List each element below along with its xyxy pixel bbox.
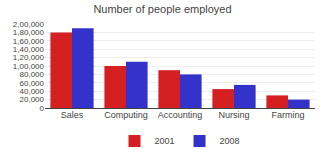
svg-text:40,000: 40,000 — [20, 87, 45, 96]
svg-text:Number of people employed: Number of people employed — [93, 3, 231, 15]
svg-text:Nursing: Nursing — [218, 110, 249, 120]
svg-text:Farming: Farming — [271, 110, 304, 120]
svg-text:0: 0 — [40, 104, 45, 113]
svg-text:80,000: 80,000 — [20, 70, 45, 79]
svg-text:1,20,000: 1,20,000 — [13, 53, 45, 62]
svg-text:2,00,000: 2,00,000 — [13, 20, 45, 29]
svg-text:1,40,000: 1,40,000 — [13, 45, 45, 54]
svg-text:Computing: Computing — [104, 110, 148, 120]
svg-text:1,80,000: 1,80,000 — [13, 28, 45, 37]
svg-text:Accounting: Accounting — [158, 110, 203, 120]
svg-text:1,00,000: 1,00,000 — [13, 62, 45, 71]
svg-text:2008: 2008 — [220, 136, 240, 146]
svg-text:60,000: 60,000 — [20, 79, 45, 88]
svg-text:20,000: 20,000 — [20, 95, 45, 104]
svg-text:2001: 2001 — [155, 136, 175, 146]
svg-text:Sales: Sales — [61, 110, 84, 120]
svg-text:1,60,000: 1,60,000 — [13, 37, 45, 46]
